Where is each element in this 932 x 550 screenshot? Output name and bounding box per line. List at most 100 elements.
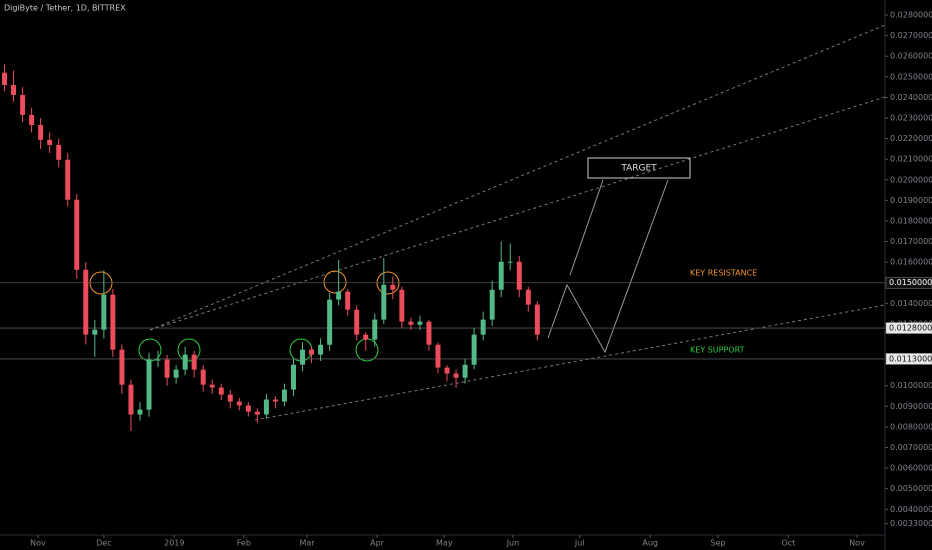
chart-title: DigiByte / Tether, 1D, BITTREX (4, 4, 126, 13)
candle-body (507, 261, 513, 263)
candle-body (155, 359, 161, 361)
candle-body (417, 321, 423, 325)
candle-body (182, 354, 188, 370)
x-tick-label: Nov (849, 539, 865, 548)
candle-body (471, 334, 477, 365)
candle-body (29, 114, 35, 125)
trendline (149, 24, 886, 331)
candle-body (2, 72, 7, 86)
x-tick-label: Jul (574, 539, 585, 548)
x-tick-label: Jun (506, 539, 520, 548)
trendline (149, 96, 886, 331)
candle-body (498, 261, 504, 290)
candle-body (300, 349, 306, 365)
candle-body (345, 291, 351, 310)
candle-body (272, 399, 278, 402)
candle-body (435, 344, 441, 368)
candle-body (164, 359, 170, 378)
x-tick-label: Nov (30, 539, 46, 548)
candle-body (408, 321, 414, 325)
support-circle (177, 338, 201, 362)
candle-body (137, 409, 143, 415)
candle-body (516, 261, 522, 290)
candle-body (146, 359, 152, 410)
candle-body (327, 299, 333, 345)
target-box (587, 157, 691, 179)
candle-body (20, 94, 26, 115)
y-tick-label: 0.00330000 (890, 519, 932, 528)
x-tick-label: Dec (96, 539, 111, 548)
candle-body (119, 349, 125, 385)
candle-body (381, 284, 387, 320)
candle-body (263, 399, 269, 415)
level-label: 0.01280004 (889, 324, 932, 333)
candle-body (200, 369, 206, 385)
candle-body (309, 349, 315, 355)
candle-body (65, 159, 71, 200)
target-label: TARGET (620, 164, 657, 174)
x-tick-label: Feb (237, 539, 251, 548)
candle-body (318, 344, 324, 355)
level-label: 0.01130000 (889, 354, 932, 363)
candle-body (291, 364, 296, 390)
x-tick-label: Mar (299, 539, 315, 548)
candle-body (462, 364, 468, 378)
candle-body (191, 354, 197, 370)
candle-body (101, 294, 107, 330)
resistance-label: KEY RESISTANCE (690, 269, 757, 278)
projection-arrow (569, 179, 604, 276)
candle-body (209, 384, 215, 388)
candle-body (56, 144, 62, 160)
trendline (254, 304, 886, 421)
candle-body (480, 319, 486, 335)
candle-body (281, 389, 287, 402)
candle-body (236, 401, 242, 406)
candle-body (489, 289, 495, 320)
candle-body (426, 321, 432, 345)
candle-body (372, 319, 378, 340)
x-tick-label: Aug (642, 539, 658, 548)
candle-body (47, 139, 53, 145)
candle-body (444, 367, 450, 374)
projection-arrow (547, 179, 669, 354)
candle-body (354, 309, 360, 335)
x-tick-label: Apr (370, 539, 385, 548)
candle-body (74, 199, 80, 270)
x-tick-label: Oct (781, 539, 795, 548)
x-tick-label: May (436, 539, 453, 548)
candle-body (363, 334, 369, 340)
candle-body (245, 405, 251, 412)
x-tick-label: 2019 (164, 539, 184, 548)
x-tick-label: Sep (710, 539, 725, 548)
candle-body (173, 369, 179, 378)
candle-body (453, 373, 459, 378)
level-badge (885, 353, 932, 365)
candle-body (336, 291, 342, 300)
level-badge (885, 276, 932, 289)
candle-body (128, 384, 134, 415)
level-badge (885, 322, 932, 334)
candle-body (83, 269, 89, 335)
resistance-circle (323, 270, 347, 294)
